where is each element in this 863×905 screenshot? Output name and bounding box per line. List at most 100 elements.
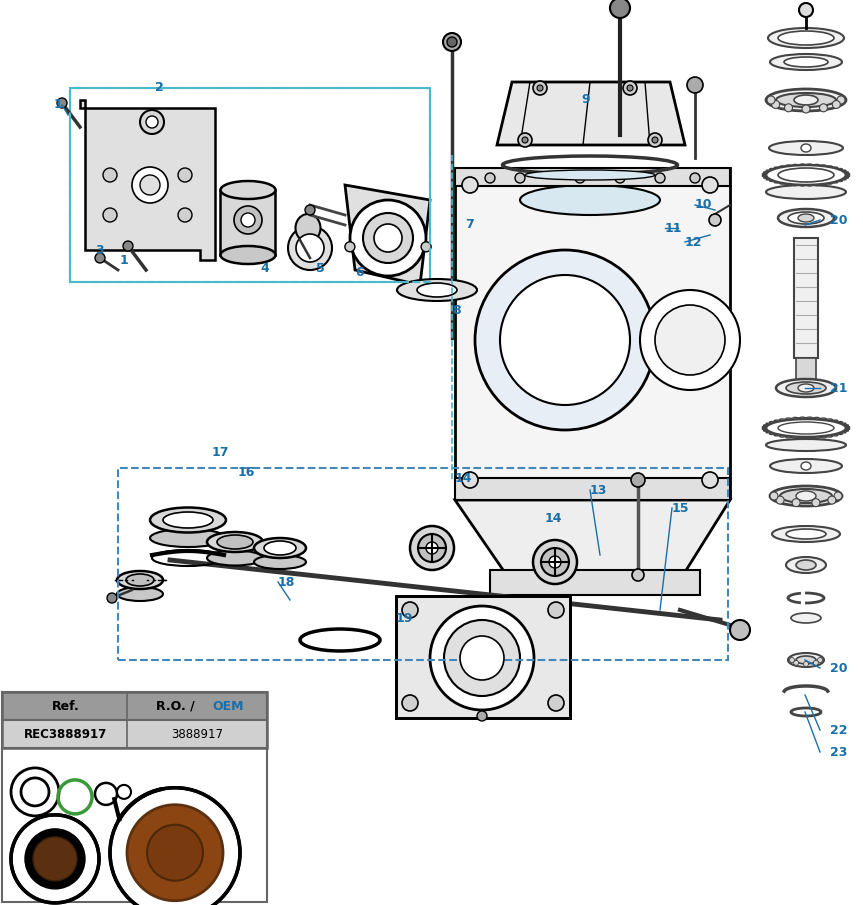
Ellipse shape — [766, 89, 846, 111]
Circle shape — [548, 695, 564, 711]
Circle shape — [690, 173, 700, 183]
Polygon shape — [396, 596, 570, 718]
Circle shape — [147, 824, 203, 881]
Ellipse shape — [126, 574, 154, 586]
Circle shape — [110, 787, 240, 905]
Circle shape — [820, 104, 828, 112]
Circle shape — [178, 168, 192, 182]
Ellipse shape — [801, 462, 811, 470]
Ellipse shape — [217, 535, 253, 549]
Circle shape — [802, 105, 810, 113]
Circle shape — [117, 785, 131, 799]
Circle shape — [610, 0, 630, 18]
Text: 4: 4 — [261, 262, 269, 274]
Circle shape — [33, 837, 77, 881]
Text: 11: 11 — [665, 222, 683, 234]
Circle shape — [345, 242, 355, 252]
Circle shape — [702, 472, 718, 488]
Circle shape — [57, 98, 67, 108]
Circle shape — [426, 542, 438, 554]
Text: 6: 6 — [356, 265, 364, 279]
Circle shape — [127, 805, 223, 900]
Circle shape — [548, 602, 564, 618]
Ellipse shape — [766, 185, 846, 199]
Ellipse shape — [801, 144, 811, 152]
Circle shape — [11, 768, 59, 816]
Ellipse shape — [525, 170, 655, 180]
Text: 21: 21 — [830, 382, 847, 395]
Ellipse shape — [776, 93, 836, 107]
Bar — [70, 88, 430, 282]
Ellipse shape — [798, 384, 814, 392]
Circle shape — [447, 37, 457, 47]
Polygon shape — [80, 100, 215, 260]
Circle shape — [623, 81, 637, 95]
Circle shape — [632, 569, 644, 581]
Circle shape — [430, 606, 534, 710]
Text: 1: 1 — [54, 99, 62, 111]
Ellipse shape — [770, 486, 842, 506]
Ellipse shape — [776, 379, 836, 397]
Circle shape — [533, 81, 547, 95]
Ellipse shape — [221, 181, 275, 199]
Ellipse shape — [766, 439, 846, 451]
Ellipse shape — [417, 283, 457, 297]
Text: 2: 2 — [155, 81, 164, 94]
Circle shape — [522, 137, 528, 143]
Circle shape — [772, 100, 779, 109]
Text: 3888917: 3888917 — [171, 728, 223, 740]
Ellipse shape — [786, 557, 826, 573]
Bar — [2, 720, 267, 748]
Circle shape — [655, 305, 725, 375]
Ellipse shape — [796, 560, 816, 570]
Text: 7: 7 — [465, 218, 474, 232]
Circle shape — [103, 208, 117, 222]
Ellipse shape — [221, 246, 275, 264]
Circle shape — [462, 472, 478, 488]
Circle shape — [178, 208, 192, 222]
Circle shape — [541, 548, 569, 576]
Ellipse shape — [784, 57, 828, 67]
Text: 20: 20 — [830, 662, 847, 674]
Circle shape — [95, 783, 117, 805]
Ellipse shape — [786, 529, 826, 539]
Circle shape — [123, 241, 133, 251]
Circle shape — [146, 116, 158, 128]
Circle shape — [103, 168, 117, 182]
Ellipse shape — [794, 95, 818, 105]
Circle shape — [11, 814, 99, 903]
Ellipse shape — [254, 538, 306, 558]
Circle shape — [790, 658, 795, 662]
Text: 16: 16 — [238, 465, 255, 479]
Circle shape — [799, 3, 813, 17]
Ellipse shape — [778, 31, 834, 45]
Text: Ref.: Ref. — [52, 700, 79, 712]
Circle shape — [794, 661, 798, 665]
Circle shape — [475, 250, 655, 430]
Circle shape — [730, 620, 750, 640]
Circle shape — [462, 177, 478, 193]
Ellipse shape — [788, 212, 824, 224]
Bar — [396, 596, 570, 718]
Circle shape — [537, 85, 543, 91]
Ellipse shape — [788, 653, 824, 667]
Circle shape — [241, 213, 255, 227]
Circle shape — [374, 224, 402, 252]
Ellipse shape — [264, 541, 296, 555]
Circle shape — [515, 173, 525, 183]
Ellipse shape — [786, 382, 826, 394]
Text: OEM: OEM — [212, 700, 243, 712]
Text: 18: 18 — [278, 576, 295, 588]
Circle shape — [767, 96, 775, 104]
Circle shape — [296, 234, 324, 262]
Ellipse shape — [397, 279, 477, 301]
Text: 17: 17 — [212, 445, 230, 459]
Circle shape — [575, 173, 585, 183]
Circle shape — [95, 253, 105, 263]
Text: 13: 13 — [590, 483, 608, 497]
Circle shape — [549, 556, 561, 568]
Circle shape — [533, 540, 577, 584]
Circle shape — [402, 695, 418, 711]
Text: 20: 20 — [830, 214, 847, 226]
Ellipse shape — [295, 214, 320, 242]
